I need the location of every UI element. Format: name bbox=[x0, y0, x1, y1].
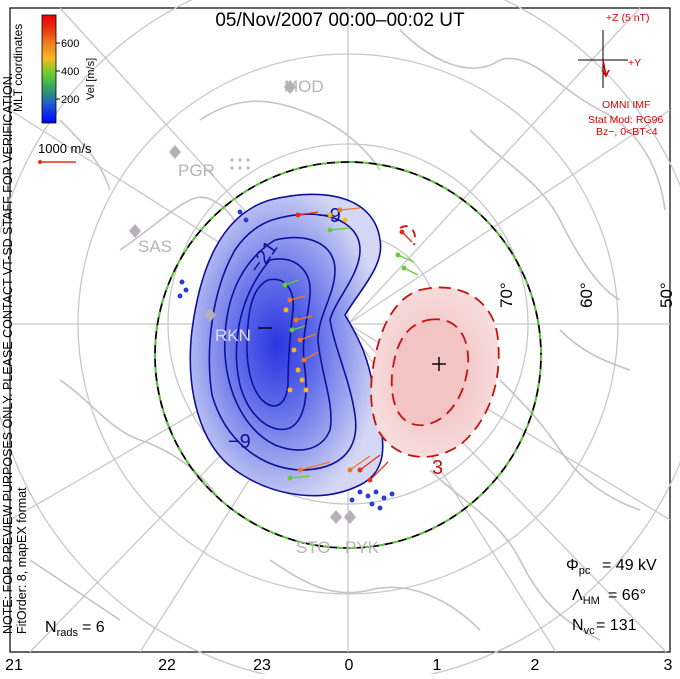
latitude-label-50: 50° bbox=[657, 282, 676, 308]
mlt-tick-2: 2 bbox=[531, 657, 540, 674]
vector-scale bbox=[38, 160, 76, 164]
heppner-maynard-boundary-dash bbox=[154, 161, 542, 549]
station-label-mod: MOD bbox=[284, 77, 324, 96]
n-vc-value: = 131 bbox=[596, 617, 637, 634]
side-note-line1: NOTE: FOR PREVIEW PURPOSES ONLY. PLEASE … bbox=[1, 73, 15, 634]
negative-contours bbox=[208, 213, 361, 471]
imf-vector bbox=[601, 59, 610, 78]
radar-gate-dots bbox=[230, 158, 250, 170]
phi-pc-label: Φpc bbox=[566, 557, 591, 577]
radar-site-markers bbox=[129, 80, 356, 524]
mlt-tick-1: 1 bbox=[433, 657, 442, 674]
potential-max-marker bbox=[432, 357, 446, 371]
lambda-hm-label: ΛHM bbox=[572, 587, 600, 607]
n-rads-value: = 6 bbox=[82, 619, 105, 636]
imf-y-label: +Y bbox=[628, 57, 641, 69]
mlt-tick-21: 21 bbox=[5, 657, 23, 674]
n-rads-label: Nrads bbox=[45, 619, 78, 639]
colorbar-tick-600: 600 bbox=[61, 38, 79, 50]
station-label-pgr: PGR bbox=[178, 161, 215, 180]
imf-z-label: +Z (5 nT) bbox=[606, 12, 649, 24]
plot-frame bbox=[9, 7, 671, 653]
mlt-tick-23: 23 bbox=[253, 657, 271, 674]
latitude-label-60: 60° bbox=[577, 282, 596, 308]
imf-model-line1: Stat Mod: RG96 bbox=[588, 114, 663, 126]
colorbar-tick-400: 400 bbox=[61, 66, 79, 78]
contour-label-neg-3: −9 bbox=[228, 431, 251, 453]
positive-small-contour bbox=[399, 225, 416, 246]
mlt-tick-3: 3 bbox=[664, 657, 673, 674]
map-title: 05/Nov/2007 00:00–00:02 UT bbox=[215, 10, 465, 31]
phi-pc-value: = 49 kV bbox=[602, 557, 657, 574]
mlt-coordinates-label: MLT coordinates bbox=[11, 24, 25, 112]
station-label-sas: SAS bbox=[138, 237, 172, 256]
coastlines bbox=[29, 29, 666, 641]
colorbar-ticks bbox=[56, 42, 60, 100]
vector-scale-label: 1000 m/s bbox=[38, 141, 92, 156]
velocity-vectors bbox=[177, 207, 419, 511]
colorbar-tick-200: 200 bbox=[61, 94, 79, 106]
imf-dial bbox=[578, 30, 628, 88]
imf-source-label: OMNI IMF bbox=[602, 99, 650, 111]
contour-label-pos-1: 3 bbox=[432, 457, 443, 479]
station-label-rkn: RKN bbox=[215, 326, 251, 345]
side-note-line2: FitOrder: 8, mapEX format bbox=[15, 487, 29, 634]
colorbar-label: Vel [m/s] bbox=[85, 58, 97, 100]
mlt-tick-22: 22 bbox=[158, 657, 176, 674]
lambda-hm-value: = 66° bbox=[608, 587, 646, 604]
station-label-sto: STO bbox=[296, 538, 331, 557]
station-label-pyk: PYK bbox=[345, 538, 380, 557]
latitude-label-70: 70° bbox=[497, 282, 516, 308]
positive-inner-contour bbox=[390, 318, 469, 426]
mlt-tick-0: 0 bbox=[345, 657, 354, 674]
n-vc-label: Nvc bbox=[572, 617, 595, 637]
velocity-colorbar bbox=[41, 14, 57, 124]
imf-model-line2: Bz−, 0<BT<4 bbox=[596, 126, 658, 138]
